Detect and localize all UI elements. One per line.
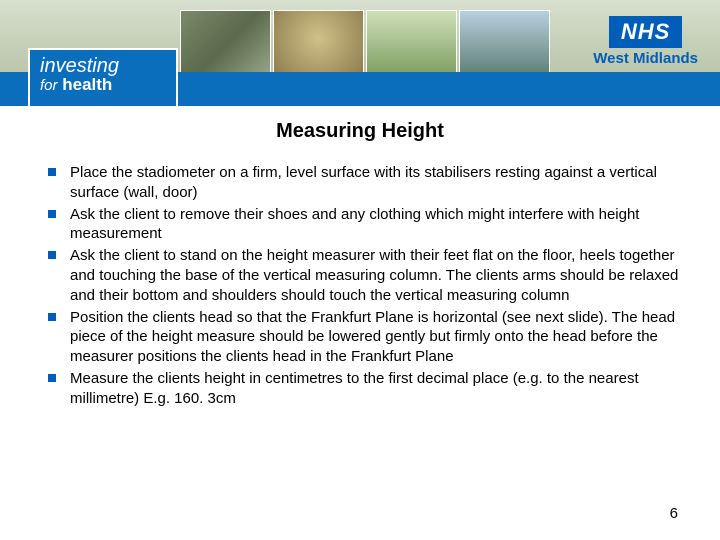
list-item: Position the clients head so that the Fr…: [48, 308, 682, 367]
list-item: Measure the clients height in centimetre…: [48, 369, 682, 409]
header-banner: investing for health NHS West Midlands: [0, 0, 720, 106]
banner-photo: [180, 10, 271, 80]
nhs-region: West Midlands: [593, 50, 698, 67]
investing-health: health: [62, 75, 112, 94]
banner-photo-strip: [180, 10, 550, 80]
banner-photo: [273, 10, 364, 80]
banner-photo: [366, 10, 457, 80]
list-item: Ask the client to stand on the height me…: [48, 246, 682, 305]
banner-photo: [459, 10, 550, 80]
bullet-list: Place the stadiometer on a firm, level s…: [48, 163, 682, 409]
page-number: 6: [670, 505, 678, 522]
investing-line1: investing: [40, 56, 166, 76]
list-item: Place the stadiometer on a firm, level s…: [48, 163, 682, 203]
investing-line2: for health: [40, 76, 166, 95]
investing-for-health-logo: investing for health: [28, 48, 178, 106]
nhs-logo: NHS: [609, 16, 682, 48]
nhs-logo-block: NHS West Midlands: [593, 16, 698, 67]
page-title: Measuring Height: [0, 120, 720, 143]
content-area: Place the stadiometer on a firm, level s…: [0, 163, 720, 409]
list-item: Ask the client to remove their shoes and…: [48, 205, 682, 245]
investing-for: for: [40, 77, 58, 94]
